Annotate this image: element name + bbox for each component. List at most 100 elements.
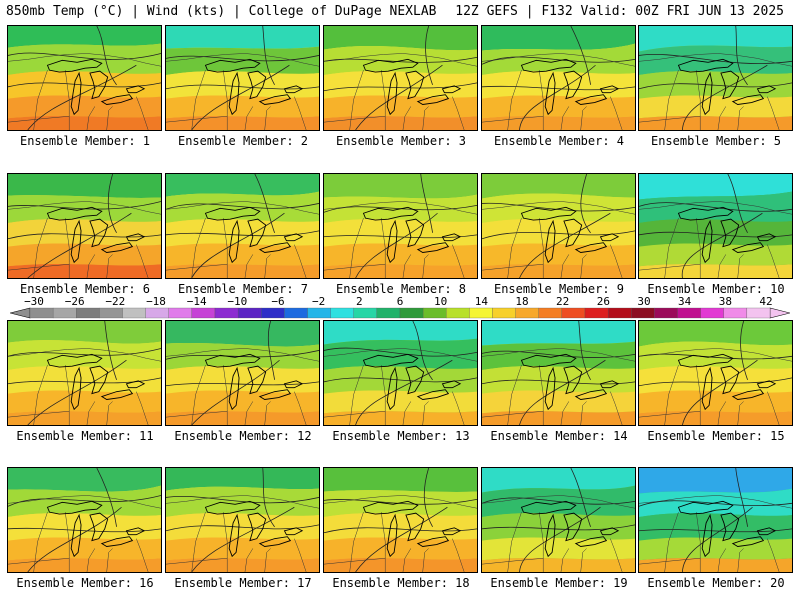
height-contour (639, 377, 792, 387)
boundary-line (737, 401, 744, 425)
ensemble-member-map (638, 25, 793, 131)
lake-outline (544, 71, 556, 116)
boundary-line (33, 218, 48, 278)
temperature-band (8, 219, 161, 247)
lake-outline (563, 512, 583, 542)
height-contour (324, 57, 477, 63)
colorbar-swatch (422, 307, 447, 319)
height-contour (420, 174, 433, 233)
ensemble-member-label: Ensemble Member: 17 (174, 576, 312, 590)
lake-outline (416, 389, 450, 400)
boundary-line (482, 411, 544, 418)
boundary-line (737, 548, 744, 572)
temperature-band (324, 557, 477, 572)
boundary-line (482, 558, 544, 565)
temperature-band (8, 43, 161, 76)
boundary-line (767, 538, 780, 572)
height-contour (482, 230, 635, 240)
colorbar-scale (10, 307, 790, 319)
ensemble-member-label: Ensemble Member: 2 (177, 134, 309, 148)
boundary-line (191, 512, 206, 572)
boundary-line (106, 254, 113, 278)
height-contour (324, 82, 477, 92)
boundary-line (136, 96, 149, 130)
boundary-line (422, 106, 429, 130)
boundary-line (422, 401, 429, 425)
lake-outline (416, 536, 450, 547)
lake-outline (677, 58, 734, 73)
temperature-band (324, 219, 477, 247)
colorbar-swatch (284, 307, 308, 319)
temperature-band (324, 321, 477, 345)
lake-outline (405, 70, 425, 100)
boundary-line (324, 264, 386, 271)
colorbar-swatch (261, 307, 285, 319)
boundary-line (422, 548, 429, 572)
lake-outline (441, 85, 462, 94)
lake-outline (204, 500, 261, 515)
lake-outline (405, 512, 425, 542)
ensemble-member-label: Ensemble Member: 4 (493, 134, 625, 148)
boundary-line (349, 70, 364, 130)
colorbar-swatch (76, 307, 100, 319)
temperature-band (482, 95, 635, 119)
lake-outline (89, 512, 109, 542)
lake-outline (756, 527, 777, 536)
boundary-line (664, 218, 679, 278)
colorbar-swatch (446, 307, 470, 319)
lake-outline (756, 233, 777, 242)
height-contour (355, 64, 443, 130)
temperature-band (482, 557, 635, 572)
colorbar-swatch (700, 307, 724, 319)
boundary-line (264, 548, 271, 572)
boundary-line (482, 495, 635, 509)
ensemble-member-label: Ensemble Member: 12 (174, 429, 312, 443)
lake-outline (677, 353, 734, 368)
temperature-band (8, 263, 161, 278)
boundary-line (166, 411, 228, 418)
lake-outline (520, 206, 577, 221)
temperature-band (8, 26, 161, 48)
boundary-line (65, 70, 70, 130)
boundary-line (381, 70, 386, 130)
lake-outline (416, 94, 450, 105)
boundary-line (166, 558, 228, 565)
colorbar-tick-label: 6 (396, 295, 404, 308)
temperature-band (482, 219, 635, 247)
height-contour (8, 527, 161, 533)
boundary-line (136, 391, 149, 425)
boundary-line (65, 512, 70, 572)
temperature-band (166, 95, 319, 119)
height-contour (104, 321, 117, 380)
lake-outline (386, 71, 398, 116)
lake-outline (416, 242, 450, 253)
lake-outline (731, 94, 765, 105)
boundary-line (349, 365, 364, 425)
temperature-band (8, 321, 161, 344)
boundary-line (324, 495, 477, 509)
temperature-band (324, 95, 477, 119)
lake-outline (125, 380, 146, 389)
boundary-line (8, 558, 70, 565)
boundary-line (402, 254, 412, 278)
temperature-band (482, 537, 635, 561)
height-contour (425, 26, 433, 85)
lake-outline (283, 380, 304, 389)
lake-outline (89, 365, 109, 395)
lake-outline (544, 513, 556, 558)
ensemble-member-map (7, 25, 162, 131)
lake-outline (441, 527, 462, 536)
boundary-line (324, 201, 477, 215)
temperature-band (639, 115, 792, 130)
colorbar-tick-label: 34 (678, 295, 692, 308)
temperature-band (166, 468, 319, 491)
height-contour (482, 202, 635, 212)
ensemble-member-label: Ensemble Member: 20 (647, 576, 785, 590)
lake-outline (228, 513, 240, 558)
lake-outline (258, 389, 292, 400)
boundary-line (33, 70, 48, 130)
temperature-band (639, 26, 792, 52)
lake-outline (701, 219, 713, 264)
temperature-band (482, 390, 635, 414)
lake-outline (599, 527, 620, 536)
